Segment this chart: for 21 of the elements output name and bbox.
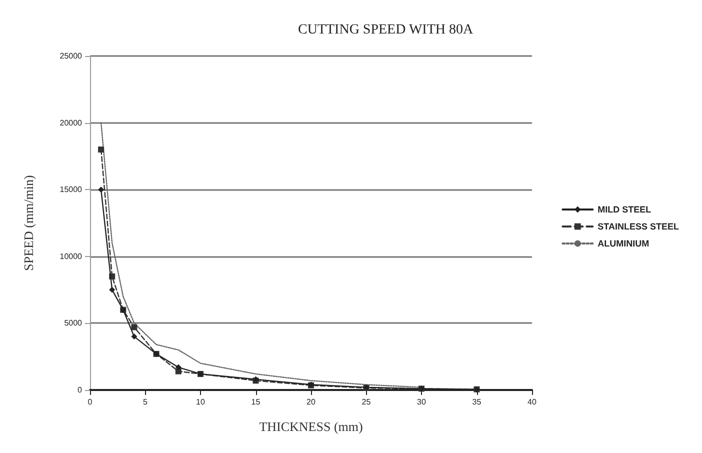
x-tick-label: 30 [417,398,426,406]
legend-label: MILD STEEL [598,204,652,214]
x-tick-label: 20 [306,398,316,406]
legend-label: STAINLESS STEEL [598,222,680,232]
x-tick-label: 0 [88,398,93,406]
y-tick-label: 5000 [64,318,83,328]
x-tick-label: 15 [251,398,261,406]
legend-label: ALUMINIUM [598,238,650,248]
x-tick-label: 5 [143,398,148,406]
y-tick-label: 10000 [60,252,83,261]
y-tick-label: 0 [78,386,83,394]
y-tick-label: 20000 [60,118,83,128]
x-tick-label: 25 [362,398,372,406]
y-tick-label: 15000 [60,185,83,194]
x-axis-title: THICKNESS (mm) [259,419,363,434]
chart-title: CUTTING SPEED WITH 80A [298,22,474,38]
x-tick-label: 10 [196,398,206,406]
y-axis-title: SPEED (mm/min) [21,175,36,271]
y-tick-label: 25000 [60,52,83,60]
x-tick-label: 40 [528,398,537,406]
x-tick-label: 35 [472,398,482,406]
